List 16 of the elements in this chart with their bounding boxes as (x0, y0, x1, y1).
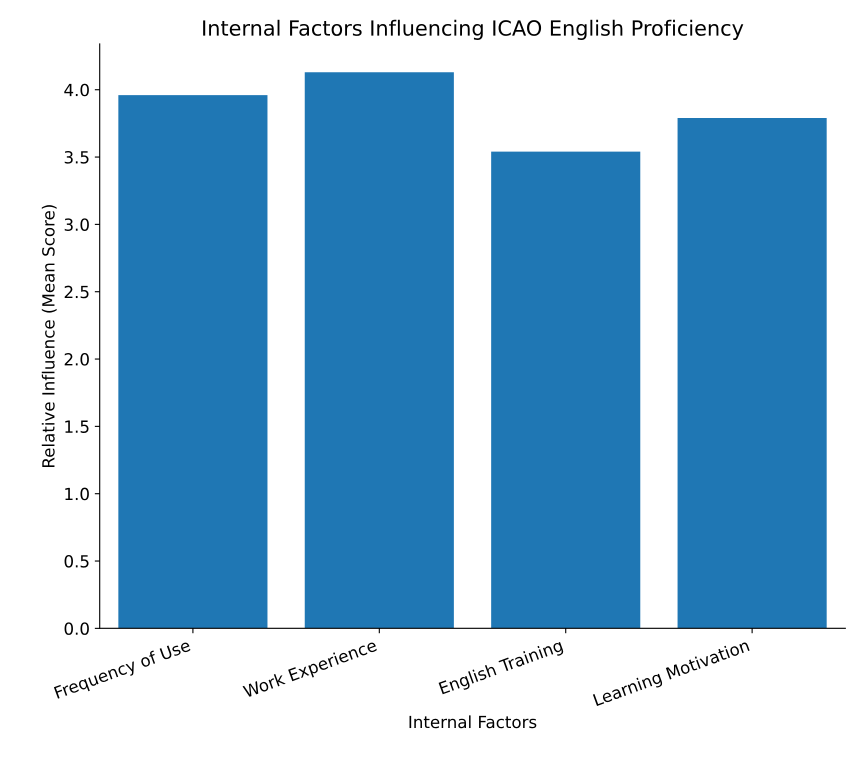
bar (304, 72, 454, 628)
y-tick-label: 1.5 (65, 420, 89, 433)
y-tick-label: 2.0 (64, 353, 89, 366)
bar (678, 118, 827, 628)
y-tick-label: 3.5 (64, 151, 89, 164)
y-tick-label: 4.0 (64, 84, 89, 96)
x-axis-title: Internal Factors (410, 715, 536, 728)
y-tick-label: 2.5 (64, 286, 89, 298)
bar (491, 152, 640, 628)
chart-title: Internal Factors Influencing ICAO English Proficiency (203, 20, 744, 40)
y-tick-label: 0.0 (64, 622, 89, 635)
y-tick-label: 3.0 (64, 218, 89, 231)
y-axis-title: Relative Influence (Mean Score) (42, 205, 57, 468)
y-tick-label: 1.0 (65, 488, 89, 500)
y-tick-label: 0.5 (64, 555, 89, 568)
bar (118, 95, 268, 628)
